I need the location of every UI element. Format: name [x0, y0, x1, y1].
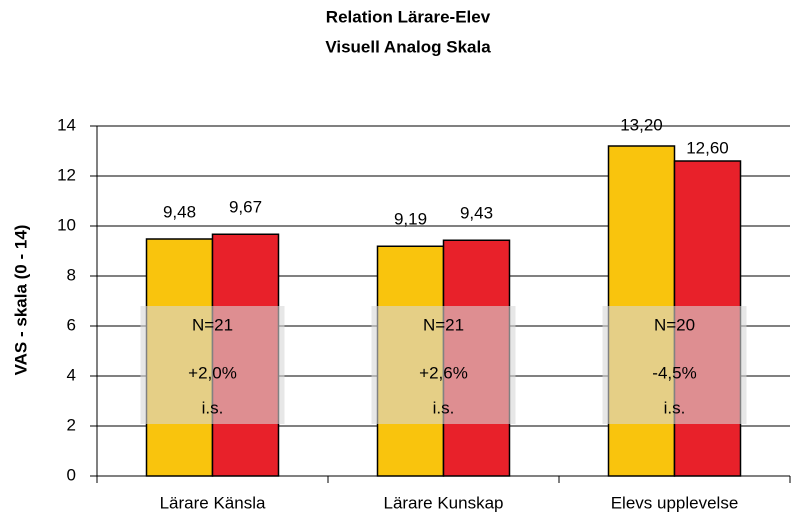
y-tick-label: 6: [67, 315, 76, 334]
y-tick-label: 0: [67, 465, 76, 484]
value-label: 12,60: [686, 138, 729, 157]
annotation-box: [602, 306, 747, 424]
annotation: +2,0%: [188, 363, 237, 382]
chart-title: Relation Lärare-Elev: [326, 7, 491, 26]
annotation-box: [140, 306, 285, 424]
annotation: i.s.: [202, 398, 224, 417]
y-tick-label: 12: [57, 165, 76, 184]
y-tick-label: 4: [67, 365, 76, 384]
value-label: 9,48: [163, 202, 196, 221]
annotation: N=20: [654, 315, 695, 334]
y-axis-label: VAS - skala (0 - 14): [11, 225, 30, 376]
value-label: 9,43: [460, 204, 493, 223]
y-tick-label: 2: [67, 415, 76, 434]
annotation: N=21: [192, 315, 233, 334]
chart-subtitle: Visuell Analog Skala: [325, 37, 491, 56]
annotation: +2,6%: [419, 363, 468, 382]
value-label: 9,19: [394, 210, 427, 229]
annotation: i.s.: [664, 398, 686, 417]
x-tick-label: Lärare Kunskap: [383, 493, 503, 512]
y-tick-label: 14: [57, 115, 76, 134]
annotation-box: [371, 306, 516, 424]
annotation: -4,5%: [652, 363, 696, 382]
x-tick-label: Elevs upplevelse: [611, 493, 739, 512]
value-label: 9,67: [229, 198, 262, 217]
value-label: 13,20: [620, 115, 663, 134]
annotation: i.s.: [433, 398, 455, 417]
y-tick-label: 8: [67, 265, 76, 284]
y-tick-label: 10: [57, 215, 76, 234]
annotation: N=21: [423, 315, 464, 334]
x-tick-label: Lärare Känsla: [160, 493, 266, 512]
